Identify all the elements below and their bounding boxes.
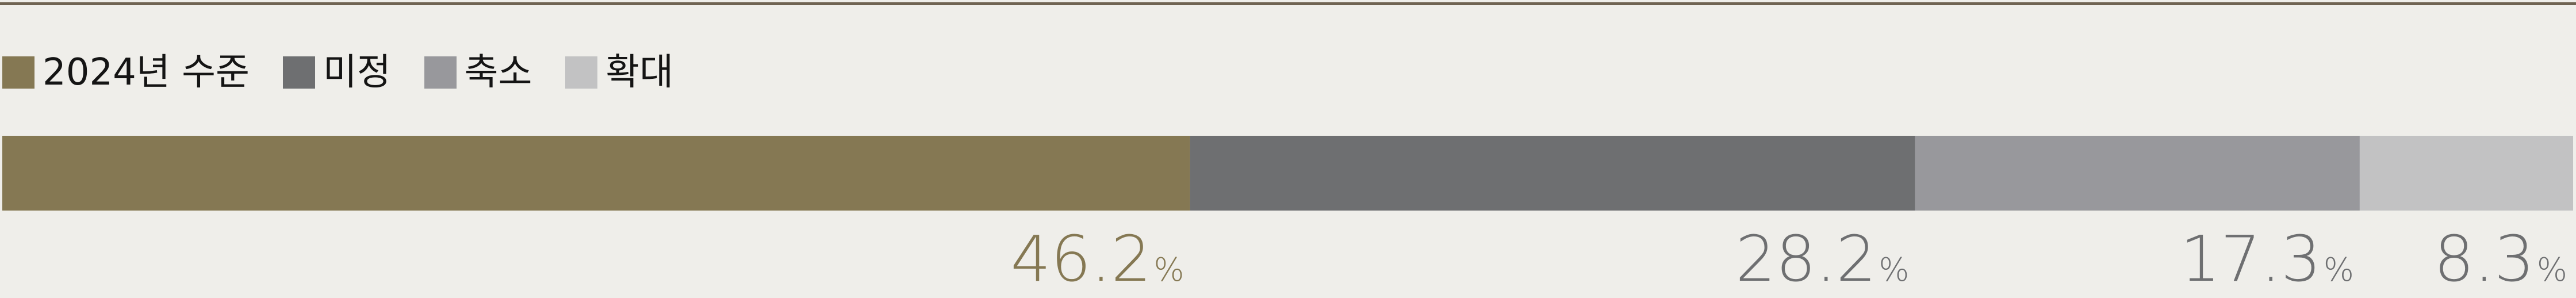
legend-swatch-2024-level: [2, 56, 34, 89]
value-unit-reduce: %: [2324, 251, 2354, 289]
value-unit-expand: %: [2537, 251, 2567, 289]
value-unit-2024-level: %: [1153, 251, 1184, 289]
bar-segment-reduce: [1915, 136, 2360, 211]
value-label-reduce: 17.3%: [2180, 222, 2354, 296]
value-label-2024-level: 46.2%: [1010, 222, 1184, 296]
bar-segment-undecided: [1190, 136, 1915, 211]
value-number-reduce: 17.3: [2180, 222, 2321, 296]
legend-label-reduce: 축소: [464, 51, 532, 94]
legend-item-reduce: 축소: [424, 49, 532, 95]
value-unit-undecided: %: [1879, 251, 1909, 289]
legend-item-2024-level: 2024년 수준: [2, 49, 250, 95]
value-number-undecided: 28.2: [1735, 222, 1876, 296]
value-number-2024-level: 46.2: [1010, 222, 1151, 296]
value-number-expand: 8.3: [2434, 222, 2535, 296]
legend-swatch-undecided: [282, 56, 315, 89]
legend-label-2024-level: 2024년 수준: [43, 51, 250, 94]
bar-segment-2024-level: [2, 136, 1190, 211]
legend-label-undecided: 미정: [323, 51, 391, 94]
top-rule: [0, 2, 2576, 5]
bar-segment-expand: [2359, 136, 2573, 211]
legend-label-expand: 확대: [605, 51, 674, 94]
legend-swatch-reduce: [424, 56, 457, 89]
legend-item-expand: 확대: [565, 49, 673, 95]
legend-item-undecided: 미정: [282, 49, 391, 95]
value-label-undecided: 28.2%: [1735, 222, 1909, 296]
legend-swatch-expand: [565, 56, 598, 89]
value-label-expand: 8.3%: [2434, 222, 2567, 296]
legend: 2024년 수준 미정 축소 확대: [2, 49, 707, 95]
